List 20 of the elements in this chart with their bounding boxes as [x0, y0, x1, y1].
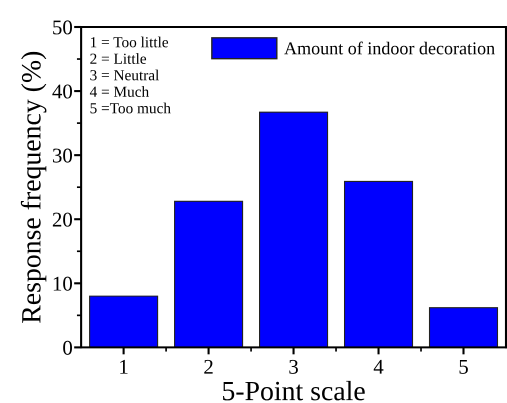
- x-axis-title: 5-Point scale: [223, 380, 365, 400]
- y-tick-label: 40: [52, 84, 72, 99]
- x-tick-label: 4: [374, 360, 384, 374]
- bar: [344, 180, 414, 348]
- y-tick-label: 20: [52, 212, 72, 227]
- y-tick-label: 10: [54, 276, 72, 291]
- y-axis-title: Response frequency (%): [20, 52, 46, 323]
- annotation: 1 = Too little 2 = Little 3 = Neutral 4 = Much 5 =Too much: [90, 36, 171, 114]
- bar: [89, 296, 158, 348]
- y-tick-label: 50: [53, 20, 72, 34]
- y-tick-label: 0: [63, 340, 72, 355]
- y-tick-label: 30: [52, 148, 72, 163]
- x-tick-label: 1: [120, 360, 128, 374]
- x-tick-label: 3: [289, 360, 298, 374]
- bar: [428, 307, 498, 348]
- bar: [259, 112, 328, 348]
- bar: [174, 200, 244, 348]
- legend-label: Amount of indoor decoration: [284, 42, 495, 54]
- x-tick-label: 5: [460, 360, 468, 374]
- x-tick-label: 2: [204, 360, 213, 374]
